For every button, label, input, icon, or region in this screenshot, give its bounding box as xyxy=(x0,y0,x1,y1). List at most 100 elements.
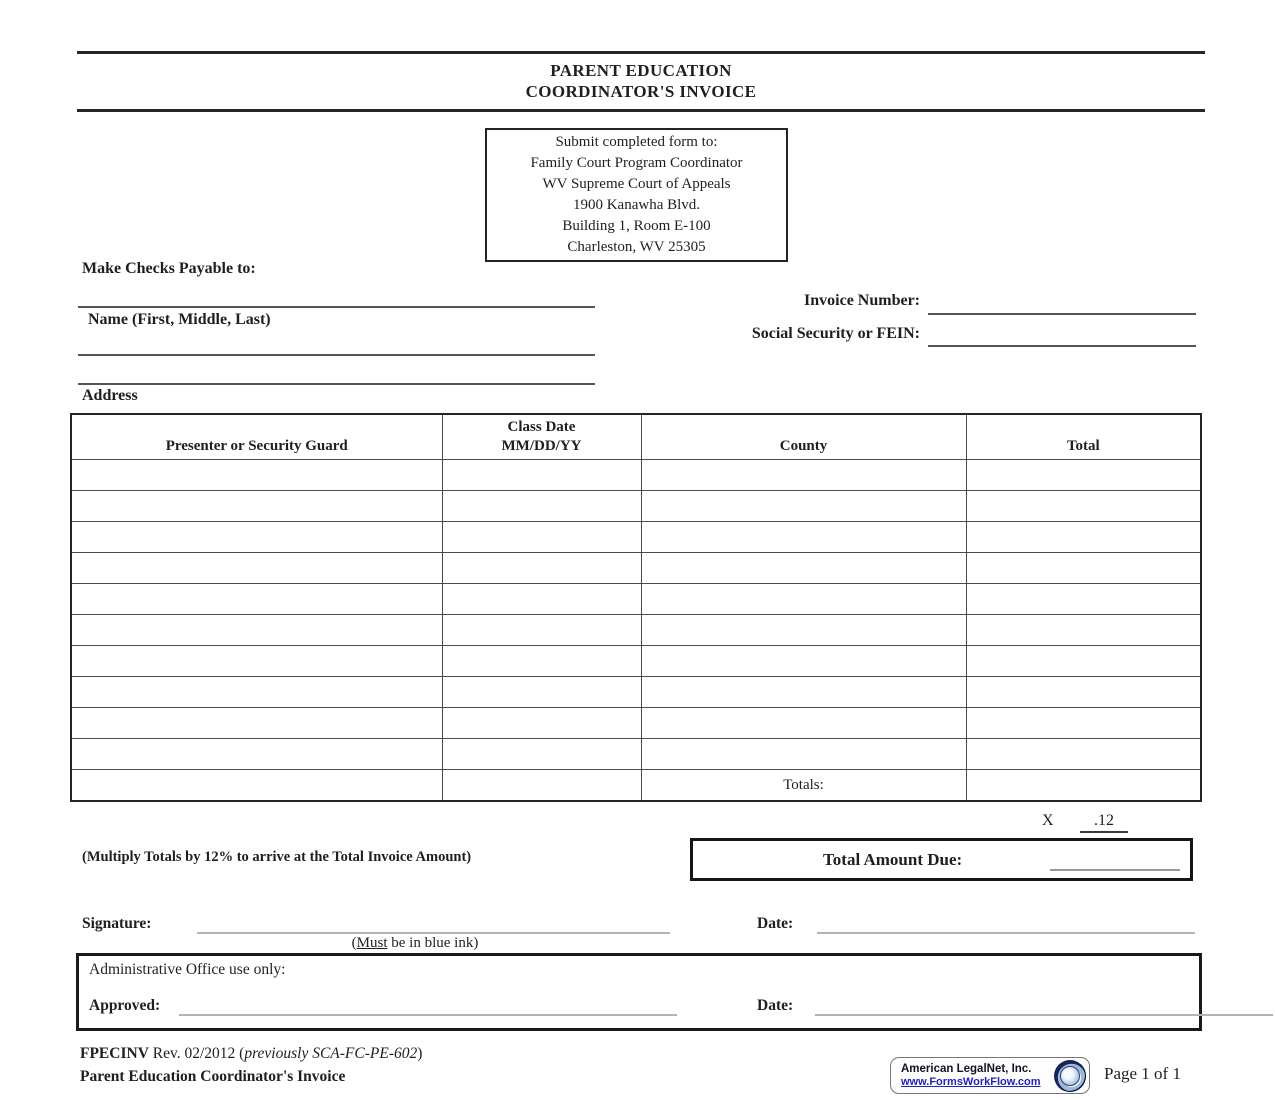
table-cell[interactable] xyxy=(640,676,967,708)
table-row xyxy=(70,521,1202,553)
invoice-number-field[interactable] xyxy=(928,313,1196,315)
table-cell[interactable] xyxy=(70,552,443,584)
table-cell[interactable] xyxy=(441,490,642,522)
table-cell[interactable] xyxy=(441,583,642,615)
table-cell[interactable] xyxy=(965,521,1202,553)
table-row xyxy=(70,459,1202,491)
totals-amount-cell[interactable] xyxy=(965,769,1202,802)
footer-revision-line: FPECINV Rev. 02/2012 (previously SCA-FC-… xyxy=(80,1045,422,1063)
submit-line: WV Supreme Court of Appeals xyxy=(542,176,731,192)
table-cell[interactable] xyxy=(70,583,443,615)
table-cell[interactable] xyxy=(640,645,967,677)
submit-line: Building 1, Room E-100 xyxy=(562,218,711,234)
table-cell[interactable] xyxy=(965,676,1202,708)
payee-name-field[interactable] xyxy=(78,306,595,308)
table-row xyxy=(70,707,1202,739)
table-cell[interactable] xyxy=(70,676,443,708)
total-amount-due-field[interactable] xyxy=(1050,869,1180,871)
table-cell[interactable] xyxy=(640,707,967,739)
table-cell[interactable] xyxy=(640,552,967,584)
table-cell[interactable] xyxy=(965,614,1202,646)
ssn-fein-field[interactable] xyxy=(928,345,1196,347)
admin-date-label: Date: xyxy=(757,997,794,1014)
admin-date-field[interactable] xyxy=(815,1014,1273,1016)
table-row xyxy=(70,490,1202,522)
table-cell[interactable] xyxy=(965,583,1202,615)
payee-address-field-1[interactable] xyxy=(78,354,595,356)
table-cell[interactable] xyxy=(70,614,443,646)
table-cell[interactable] xyxy=(70,707,443,739)
legalnet-url-link[interactable]: www.FormsWorkFlow.com xyxy=(901,1075,1041,1088)
table-cell[interactable] xyxy=(640,521,967,553)
title-bottom-rule xyxy=(77,109,1205,112)
admin-office-box: Administrative Office use only: Approved… xyxy=(76,953,1273,1031)
note-rest: be in blue ink) xyxy=(387,935,479,951)
form-code: FPECINV xyxy=(80,1045,149,1062)
table-cell[interactable] xyxy=(441,614,642,646)
table-cell[interactable] xyxy=(441,521,642,553)
table-cell[interactable] xyxy=(965,707,1202,739)
table-cell[interactable] xyxy=(640,583,967,615)
table-cell[interactable] xyxy=(441,676,642,708)
table-cell[interactable] xyxy=(965,490,1202,522)
table-cell[interactable] xyxy=(965,645,1202,677)
close-paren: ) xyxy=(417,1045,423,1062)
totals-row: Totals: xyxy=(70,769,1202,802)
payee-address-label: Address xyxy=(82,387,138,404)
page-title-line1: PARENT EDUCATION xyxy=(550,61,732,80)
table-row xyxy=(70,583,1202,615)
table-cell[interactable] xyxy=(441,738,642,770)
legalnet-text: American LegalNet, Inc. www.FormsWorkFlo… xyxy=(901,1063,1054,1089)
approved-field[interactable] xyxy=(179,1014,677,1016)
table-cell[interactable] xyxy=(70,738,443,770)
submit-line: 1900 Kanawha Blvd. xyxy=(572,197,701,213)
table-cell[interactable] xyxy=(640,614,967,646)
multiplier-x: X xyxy=(1042,812,1054,829)
table-cell[interactable] xyxy=(640,490,967,522)
table-cell[interactable] xyxy=(441,552,642,584)
table-row xyxy=(70,738,1202,770)
page-number: Page 1 of 1 xyxy=(1104,1064,1181,1083)
header-class-date-line1: Class Date xyxy=(507,419,576,435)
page-title: PARENT EDUCATION COORDINATOR'S INVOICE xyxy=(77,60,1205,102)
table-cell[interactable] xyxy=(441,459,642,491)
payee-address-field-2[interactable] xyxy=(78,383,595,385)
table-cell[interactable] xyxy=(70,521,443,553)
revision-text: Rev. 02/2012 ( xyxy=(148,1045,245,1062)
table-cell[interactable] xyxy=(640,459,967,491)
table-cell[interactable] xyxy=(441,707,642,739)
invoice-table-body: Totals: xyxy=(70,459,1202,802)
table-cell[interactable] xyxy=(965,459,1202,491)
footer-form-title: Parent Education Coordinator's Invoice xyxy=(80,1068,346,1085)
make-checks-label: Make Checks Payable to: xyxy=(82,260,256,277)
total-amount-due-label: Total Amount Due: xyxy=(823,849,963,869)
multiply-note: (Multiply Totals by 12% to arrive at the… xyxy=(82,849,472,865)
top-rule xyxy=(77,51,1205,54)
total-amount-due-box: Total Amount Due: xyxy=(690,838,1193,881)
header-total: Total xyxy=(965,413,1202,460)
table-cell[interactable] xyxy=(70,769,443,802)
table-cell[interactable] xyxy=(70,459,443,491)
signature-date-field[interactable] xyxy=(817,932,1195,934)
legalnet-name: American LegalNet, Inc. xyxy=(901,1062,1032,1075)
table-row xyxy=(70,614,1202,646)
signature-label: Signature: xyxy=(82,915,152,932)
table-cell[interactable] xyxy=(70,645,443,677)
approved-label: Approved: xyxy=(89,997,161,1014)
invoice-table-header: Presenter or Security Guard Class Date M… xyxy=(70,413,1202,460)
header-class-date-line2: MM/DD/YY xyxy=(501,438,582,454)
table-row xyxy=(70,676,1202,708)
note-must: Must xyxy=(356,935,388,951)
submit-line: Charleston, WV 25305 xyxy=(567,239,706,255)
table-cell[interactable] xyxy=(965,738,1202,770)
signature-field[interactable] xyxy=(197,932,670,934)
table-cell[interactable] xyxy=(70,490,443,522)
table-cell[interactable] xyxy=(640,738,967,770)
header-county: County xyxy=(640,413,967,460)
table-cell[interactable] xyxy=(441,769,642,802)
multiplier-rate: .12 xyxy=(1080,812,1128,833)
table-cell[interactable] xyxy=(965,552,1202,584)
table-cell[interactable] xyxy=(441,645,642,677)
totals-label-cell: Totals: xyxy=(640,769,967,802)
